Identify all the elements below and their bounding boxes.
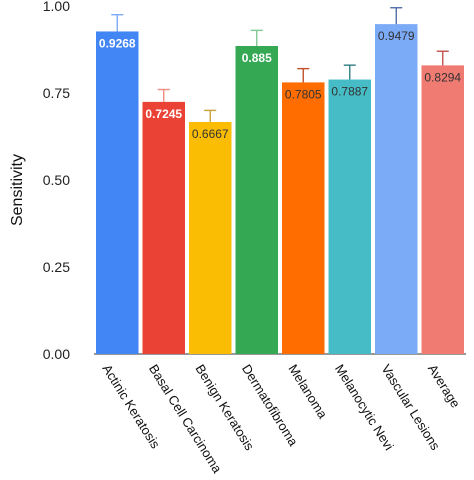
bar <box>421 65 464 354</box>
bars-group <box>96 24 464 355</box>
x-category-label: Average <box>425 362 463 411</box>
error-bars-group <box>111 7 449 122</box>
bar <box>375 24 418 355</box>
data-label: 0.7887 <box>331 85 368 99</box>
data-label: 0.7245 <box>145 107 182 121</box>
y-tick-label: 0.00 <box>43 346 70 362</box>
y-tick-label: 0.25 <box>43 259 70 275</box>
bar <box>235 46 278 355</box>
data-labels-group: 0.9268 0.7245 0.6667 0.885 0.7805 0.7887 0.947… <box>99 29 462 141</box>
bar <box>328 79 371 354</box>
data-label: 0.9268 <box>99 36 136 50</box>
bar <box>142 101 185 355</box>
y-tick-label: 1.00 <box>43 0 70 14</box>
bar <box>282 82 325 355</box>
bar <box>96 31 139 354</box>
y-axis-label: Sensitivity <box>9 154 26 226</box>
data-label: 0.885 <box>242 51 272 65</box>
bar <box>189 121 232 354</box>
y-tick-label: 0.75 <box>43 85 70 101</box>
data-label: 0.7805 <box>285 87 322 101</box>
data-label: 0.9479 <box>378 29 415 43</box>
data-label: 0.6667 <box>192 127 229 141</box>
y-tick-label: 0.50 <box>43 172 70 188</box>
y-axis: 0.00 0.25 0.50 0.75 1.00 <box>43 0 70 362</box>
data-label: 0.8294 <box>424 70 461 84</box>
x-category-label: Melanoma <box>285 362 330 422</box>
